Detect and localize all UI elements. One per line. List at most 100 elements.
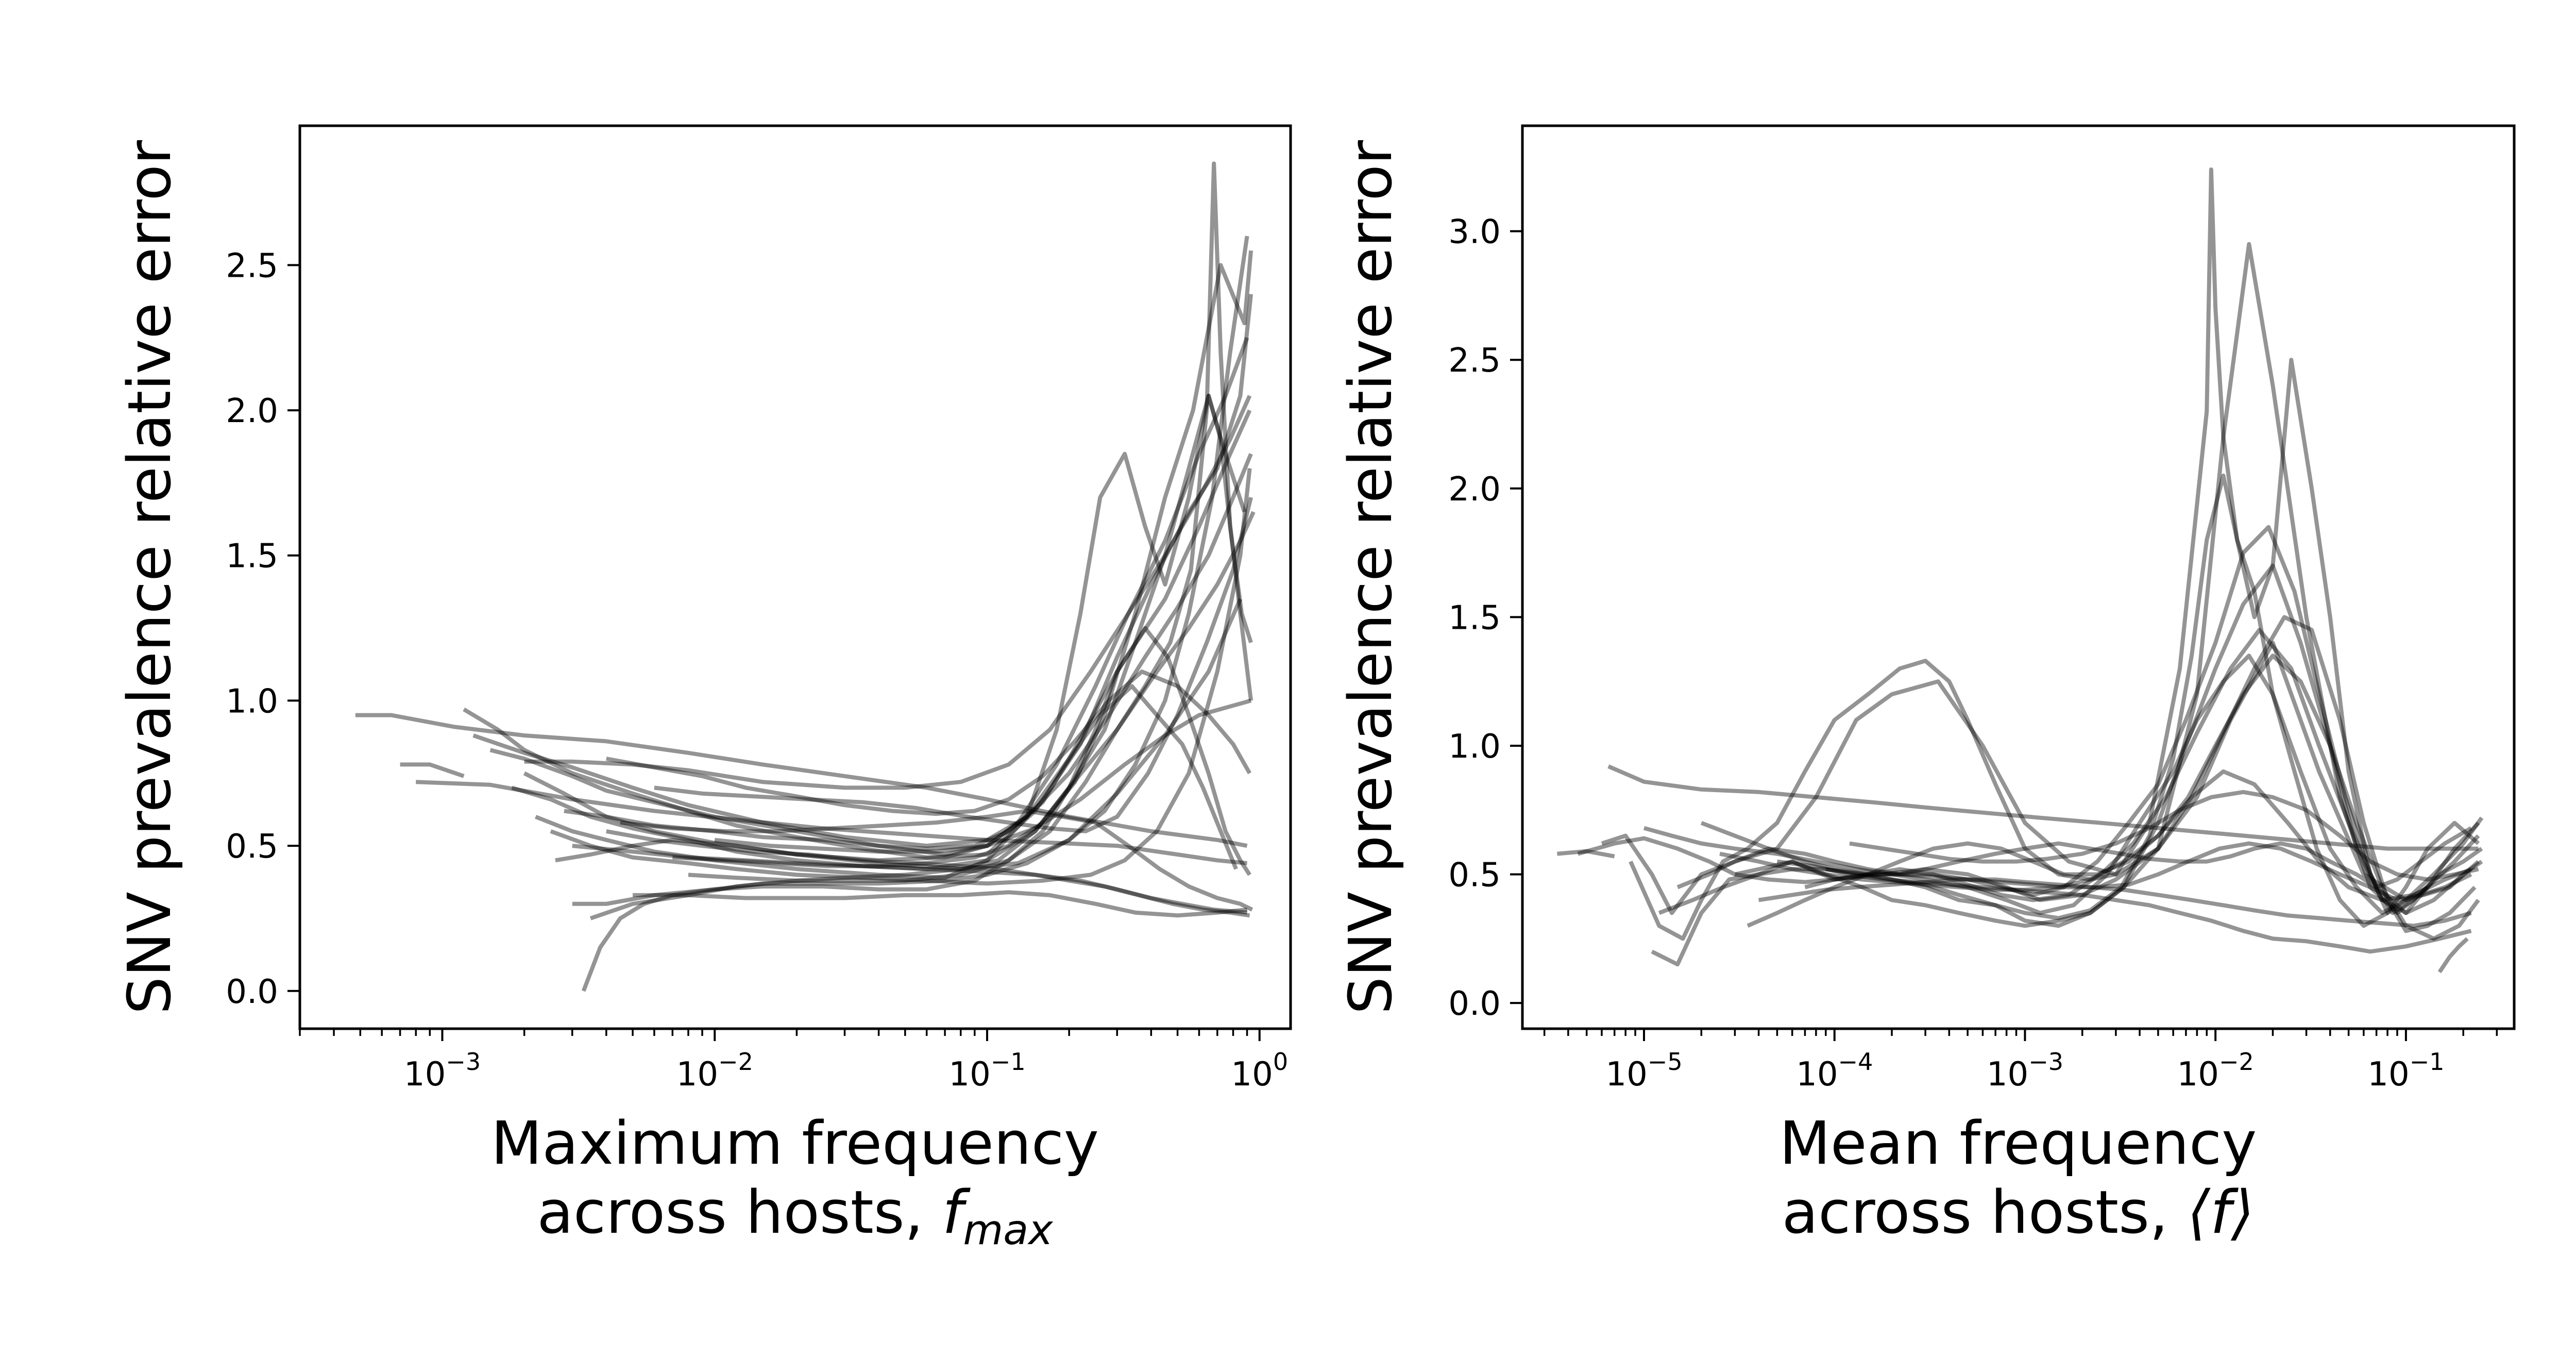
left-x-tick-label: 10−1 [948,1048,1025,1094]
right-series-line-17 [1825,615,2477,933]
right-y-tick-label: 0.0 [1448,985,1501,1023]
left-y-tick-label: 2.5 [226,247,278,285]
left-series-line-5 [472,453,1253,848]
right-series-line-15 [1747,654,2480,941]
right-x-axis-label-symbol: ⟨f⟩ [2187,1178,2254,1247]
right-series-line-16 [1804,841,2472,902]
left-x-tick-exponent: −3 [446,1048,481,1076]
left-series-line-18 [606,829,1250,918]
left-series-line-19 [633,890,1247,918]
left-y-tick-label: 2.0 [226,392,278,430]
left-series-line-24 [688,161,1253,883]
right-x-tick-base: 10 [1605,1056,1647,1094]
left-y-tick-label: 1.5 [226,538,278,576]
left-series-line-20 [606,669,1252,816]
right-y-tick-label: 2.0 [1448,471,1501,509]
left-y-tick-label: 0.5 [226,828,278,866]
left-series-line-23 [672,250,1253,868]
right-x-tick-exponent: −4 [1838,1048,1873,1076]
left-series-line-16 [589,393,1253,920]
right-series-line-11 [1734,628,2483,915]
right-x-tick-label: 10−2 [2177,1048,2254,1094]
right-plot-frame [1521,124,2516,1030]
left-x-ticks: 10−3 10−2 10−1 100 [299,1029,1288,1094]
left-chart-lines [355,161,1256,992]
left-series-line-21 [620,809,1253,912]
right-series-line-3 [1577,641,2480,902]
left-x-tick-base: 10 [404,1056,446,1094]
right-chart-panel: 10−5 10−4 10−3 10−2 10−1 0.00.51.01.52.02.53… [1336,124,2516,1247]
right-x-tick-exponent: −1 [2410,1048,2445,1076]
left-y-ticks: 0.0 0.5 1.0 1.5 2.0 2.5 [226,247,300,1011]
right-series-line-9 [1676,525,2483,915]
right-y-tick-label: 2.5 [1448,342,1501,380]
left-series-line-2 [400,762,465,778]
left-x-axis-label-subscript: max [963,1206,1054,1254]
right-x-tick-label: 10−5 [1605,1048,1682,1094]
left-x-tick-exponent: −1 [991,1048,1026,1076]
left-x-tick-exponent: −2 [718,1048,753,1076]
left-x-tick-label: 10−2 [676,1048,753,1094]
right-series-line-8 [1658,563,2480,928]
right-x-tick-base: 10 [2177,1056,2219,1094]
left-series-line-6 [489,337,1249,857]
left-series-line-15 [581,626,1251,992]
right-series-line-13 [1758,877,2472,928]
right-x-axis-label-text: across hosts, [1782,1178,2187,1247]
right-series-line-6 [1651,358,2480,967]
left-series-line-12 [555,409,1252,863]
left-series-line-11 [550,468,1252,886]
right-x-tick-label: 10−4 [1796,1048,1873,1094]
right-x-tick-base: 10 [1796,1056,1838,1094]
left-series-line-10 [535,393,1247,880]
right-series-line-10 [1700,820,2472,890]
right-series-line-12 [1719,769,2472,902]
left-series-line-1 [355,713,1248,848]
right-x-tick-exponent: −2 [2219,1048,2254,1076]
left-x-axis-label-line2: across hosts, fmax [537,1178,1054,1254]
left-x-axis-label-line1: Maximum frequency [491,1109,1099,1178]
right-series-line-19 [2437,937,2469,974]
left-x-tick-label: 10−3 [404,1048,481,1094]
left-chart-panel: 10−3 10−2 10−1 100 0.00.51.01.52.02.5 SNV p… [115,124,1292,1254]
left-series-line-22 [654,497,1253,833]
right-series-line-4 [1601,242,2480,915]
right-x-axis-label-line1: Mean frequency [1780,1109,2257,1178]
left-x-tick-exponent: 0 [1273,1048,1288,1076]
left-series-line-25 [714,698,1252,854]
left-y-axis-label: SNV prevalence relative error [115,140,184,1014]
left-y-tick-label: 0.0 [226,973,278,1011]
right-x-tick-label: 10−1 [2367,1048,2444,1094]
left-series-line-3 [416,780,1247,865]
left-series-line-9 [523,598,1243,872]
right-series-line-1 [1557,849,1615,859]
right-series-line-5 [1629,167,2429,941]
right-y-ticks: 0.0 0.5 1.0 1.5 2.0 2.5 3.0 [1448,213,1522,1023]
left-series-line-14 [572,236,1249,906]
right-x-tick-base: 10 [1987,1056,2028,1094]
right-chart-lines [1557,167,2484,974]
right-x-ticks: 10−5 10−4 10−3 10−2 10−1 [1543,1029,2498,1094]
right-series-line-7 [1643,654,2484,915]
right-series-line-14 [1776,859,2472,954]
right-y-tick-label: 1.5 [1448,599,1501,637]
left-x-axis-label-text: across hosts, [537,1178,942,1247]
left-series-line-8 [524,395,1252,790]
right-series-line-2 [1607,764,2479,851]
left-series-line-17 [572,844,1247,915]
left-x-tick-base: 10 [948,1056,990,1094]
right-x-tick-exponent: −3 [2028,1048,2063,1076]
left-series-line-4 [463,294,1253,860]
right-y-tick-label: 3.0 [1448,213,1501,252]
right-series-line-18 [1849,790,2479,882]
left-x-tick-label: 100 [1231,1048,1288,1094]
right-x-tick-exponent: −5 [1648,1048,1683,1076]
right-y-tick-label: 1.0 [1448,728,1501,766]
left-x-tick-base: 10 [676,1056,718,1094]
left-y-tick-label: 1.0 [226,682,278,721]
right-x-axis-label-line2: across hosts, ⟨f⟩ [1782,1178,2255,1247]
right-x-tick-label: 10−3 [1987,1048,2063,1094]
left-plot-frame [298,124,1292,1030]
left-x-tick-base: 10 [1231,1056,1273,1094]
